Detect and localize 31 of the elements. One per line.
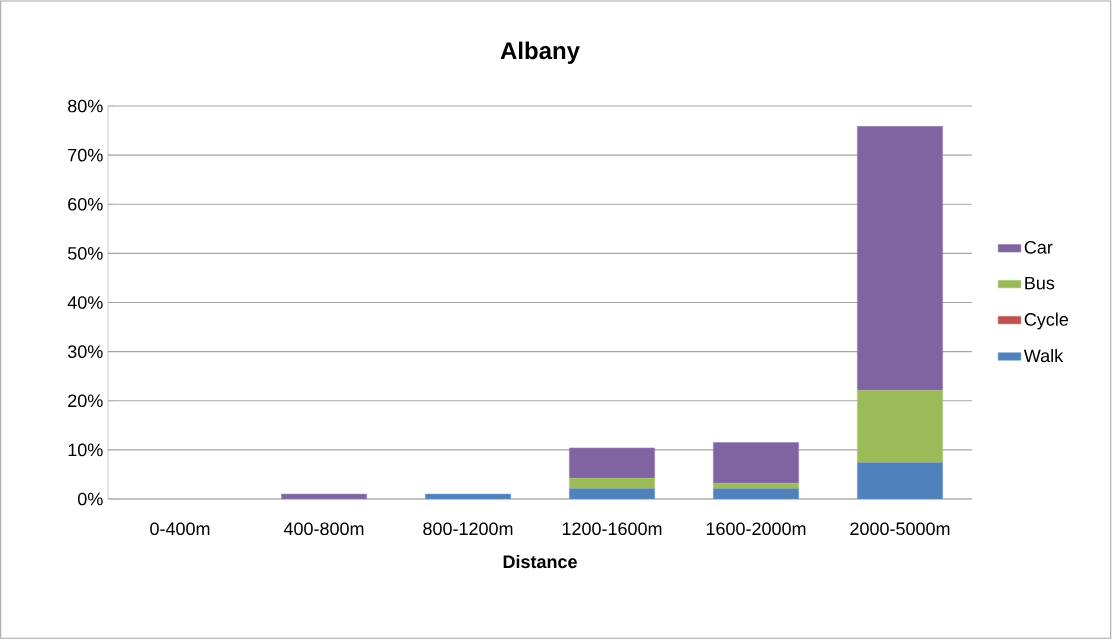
- x-tick-label: 400-800m: [283, 522, 364, 536]
- legend-label: Walk: [1023, 348, 1064, 363]
- x-tick-label: 0-400m: [150, 522, 210, 536]
- y-tick-label: 20%: [68, 394, 103, 408]
- legend-label: Car: [1024, 240, 1053, 254]
- x-tick-label: 1600-2000m: [706, 522, 806, 536]
- x-axis-title: Distance: [503, 554, 577, 569]
- bar: [425, 493, 511, 499]
- x-tick-label: 1200-1600m: [562, 522, 662, 536]
- y-tick-label: 80%: [68, 99, 103, 113]
- y-tick-label: 10%: [68, 443, 103, 457]
- bar: [857, 390, 943, 463]
- bar: [713, 488, 799, 499]
- x-tick-label: 800-1200m: [423, 522, 513, 536]
- y-tick-label: 0%: [77, 492, 103, 506]
- bar: [569, 478, 655, 489]
- bar: [569, 447, 655, 479]
- x-tick-label: 2000-5000m: [850, 522, 950, 536]
- legend-label: Cycle: [1024, 312, 1069, 330]
- chart-title: Albany: [500, 41, 580, 64]
- y-tick-label: 40%: [67, 296, 103, 309]
- y-tick-label: 50%: [67, 247, 103, 260]
- y-tick-label: 70%: [68, 148, 103, 162]
- bar: [281, 493, 367, 499]
- bar: [713, 442, 799, 484]
- y-tick-label: 60%: [68, 197, 103, 211]
- y-tick-label: 30%: [67, 345, 103, 358]
- bar: [569, 488, 655, 499]
- bar: [857, 462, 943, 499]
- legend-label: Bus: [1025, 276, 1055, 290]
- bar: [857, 125, 943, 391]
